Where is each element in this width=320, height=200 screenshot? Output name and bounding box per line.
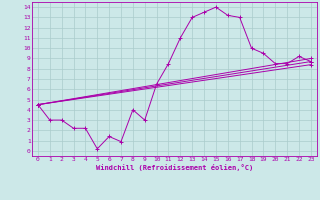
X-axis label: Windchill (Refroidissement éolien,°C): Windchill (Refroidissement éolien,°C): [96, 164, 253, 171]
